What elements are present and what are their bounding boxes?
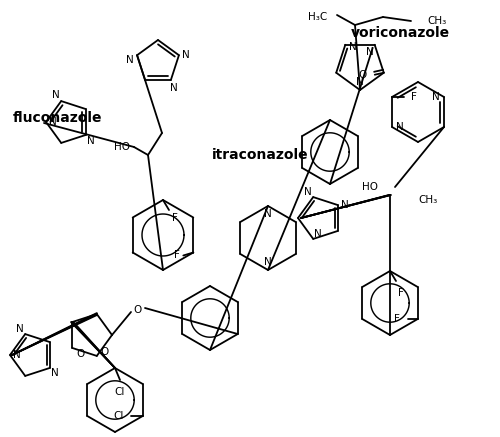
Text: voriconazole: voriconazole xyxy=(350,26,450,40)
Text: N: N xyxy=(432,92,440,102)
Text: N: N xyxy=(16,324,24,334)
Text: O: O xyxy=(76,349,84,359)
Text: O: O xyxy=(100,347,109,357)
Text: F: F xyxy=(174,250,180,260)
Text: CH₃: CH₃ xyxy=(418,195,437,205)
Text: N: N xyxy=(170,83,178,93)
Text: N: N xyxy=(52,90,60,100)
Text: N: N xyxy=(51,368,59,378)
Text: N: N xyxy=(314,229,322,239)
Text: Cl: Cl xyxy=(115,387,125,397)
Text: N: N xyxy=(350,42,357,52)
Text: N: N xyxy=(356,77,364,87)
Text: N: N xyxy=(87,136,94,146)
Text: F: F xyxy=(394,314,400,324)
Text: HO: HO xyxy=(114,142,130,152)
Text: N: N xyxy=(396,122,404,132)
Text: Cl: Cl xyxy=(114,411,124,421)
Text: F: F xyxy=(398,288,404,298)
Text: itraconazole: itraconazole xyxy=(212,148,308,162)
Text: N: N xyxy=(49,117,57,127)
Text: N: N xyxy=(264,209,272,219)
Text: N: N xyxy=(13,350,21,360)
Text: CH₃: CH₃ xyxy=(427,16,446,26)
Text: N: N xyxy=(366,47,374,57)
Text: N: N xyxy=(304,187,312,197)
Text: O: O xyxy=(133,305,141,315)
Text: N: N xyxy=(182,50,190,60)
Text: HO: HO xyxy=(362,182,378,192)
Text: F: F xyxy=(172,213,178,223)
Text: fluconazole: fluconazole xyxy=(13,111,102,125)
Text: N: N xyxy=(126,55,134,65)
Text: F: F xyxy=(411,92,417,102)
Text: O: O xyxy=(358,70,367,80)
Text: N: N xyxy=(341,200,348,210)
Text: H₃C: H₃C xyxy=(308,12,327,22)
Text: N: N xyxy=(264,257,272,267)
